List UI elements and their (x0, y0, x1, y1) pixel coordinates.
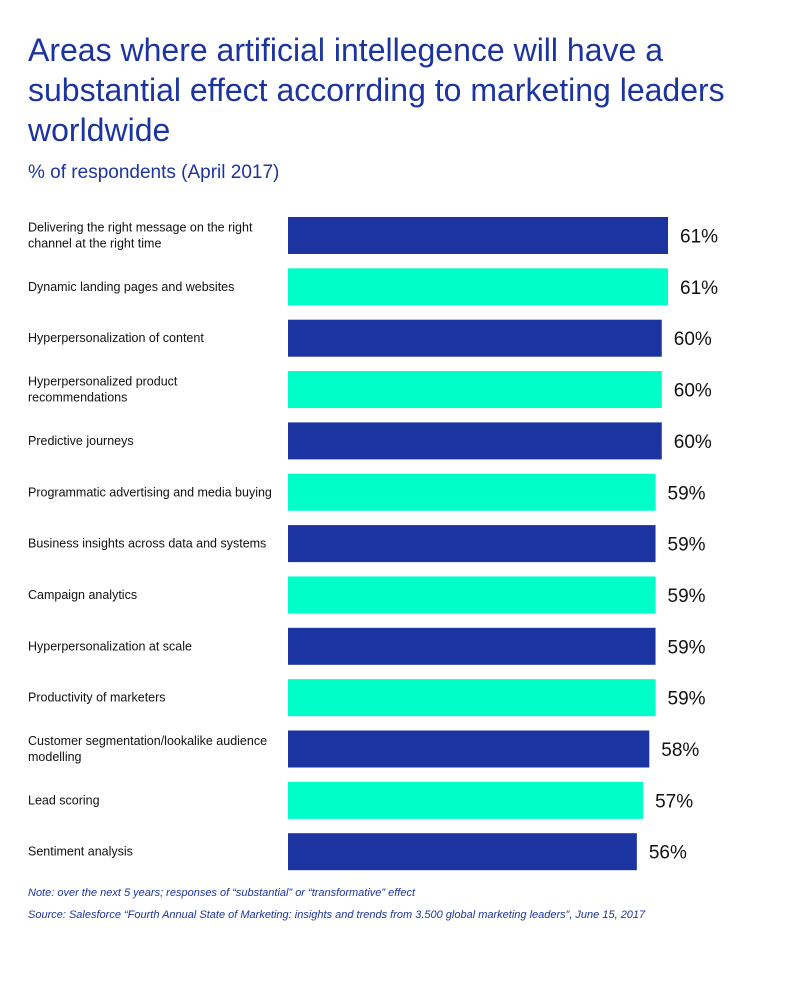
value-label: 58% (661, 740, 699, 761)
category-label: Delivering the right message on the righ… (28, 221, 253, 251)
bar (288, 268, 668, 306)
bar (288, 217, 668, 254)
value-label: 59% (668, 689, 706, 710)
value-label: 56% (649, 843, 687, 864)
category-label: Business insights across data and system… (28, 537, 266, 551)
chart-source: Source: Salesforce “Fourth Annual State … (28, 909, 646, 921)
chart-subtitle: % of respondents (April 2017) (28, 162, 280, 183)
bar (288, 781, 644, 819)
chart-note: Note: over the next 5 years; responses o… (28, 887, 416, 899)
category-label: Customer segmentation/lookalike audience… (28, 734, 267, 764)
category-label: Productivity of marketers (28, 691, 166, 705)
bar (288, 371, 662, 409)
bar (288, 627, 656, 665)
value-label: 60% (674, 329, 712, 350)
bar (288, 525, 656, 563)
bar (288, 576, 656, 614)
category-label: Lead scoring (28, 793, 100, 807)
chart-title: Areas where artificial intellegence will… (28, 32, 725, 148)
value-label: 60% (674, 381, 712, 402)
category-label: Hyperpersonalization at scale (28, 639, 192, 653)
category-label: Hyperpersonalized product recommendations (28, 375, 178, 405)
bar (288, 422, 662, 460)
bar (288, 730, 650, 768)
bar (288, 833, 637, 871)
value-label: 61% (680, 227, 718, 248)
category-label: Sentiment analysis (28, 845, 133, 859)
value-label: 57% (655, 791, 693, 812)
category-label: Programmatic advertising and media buyin… (28, 485, 272, 499)
value-label: 59% (668, 483, 706, 504)
category-label: Hyperpersonalization of content (28, 331, 204, 345)
value-label: 59% (668, 535, 706, 556)
category-label: Predictive journeys (28, 434, 134, 448)
bar (288, 679, 656, 717)
value-label: 59% (668, 586, 706, 607)
value-label: 60% (674, 432, 712, 453)
value-label: 59% (668, 637, 706, 658)
bar (288, 473, 656, 511)
category-label: Dynamic landing pages and websites (28, 280, 234, 294)
value-label: 61% (680, 278, 718, 299)
category-label: Campaign analytics (28, 588, 137, 602)
bar (288, 319, 662, 357)
